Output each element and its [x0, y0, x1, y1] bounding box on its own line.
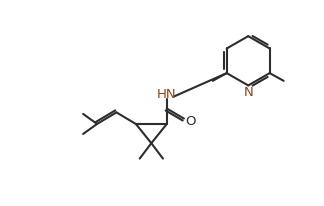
Text: O: O: [185, 114, 195, 127]
Text: N: N: [243, 86, 253, 99]
Text: HN: HN: [157, 87, 177, 100]
